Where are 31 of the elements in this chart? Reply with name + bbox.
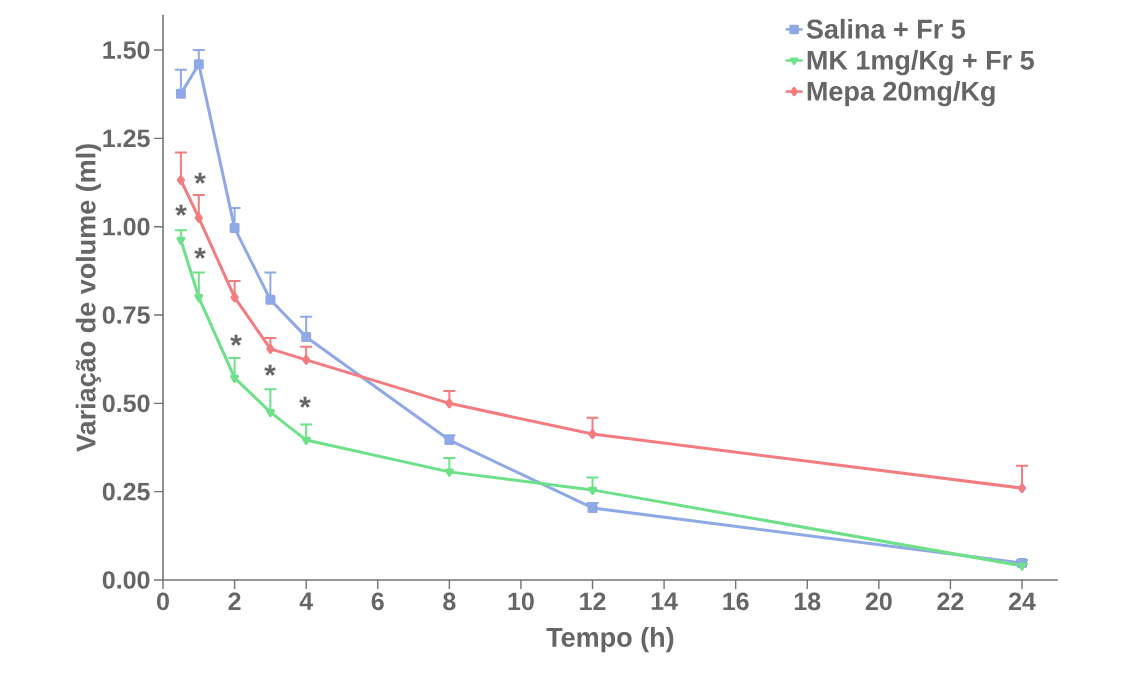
x-tick-label: 18 bbox=[794, 592, 821, 611]
legend-label: Mepa 20mg/Kg bbox=[807, 81, 995, 107]
x-tick-label: 8 bbox=[443, 592, 456, 611]
annotation: * bbox=[299, 396, 311, 408]
y-tick-label: 0.00 bbox=[102, 571, 150, 589]
x-tick-label: 12 bbox=[580, 592, 606, 610]
x-tick-label: 0 bbox=[157, 592, 169, 611]
annotation: * bbox=[194, 247, 206, 259]
x-axis-title: Tempo (h) bbox=[546, 627, 674, 653]
y-tick-label: 1.00 bbox=[103, 217, 150, 236]
y-tick-label: 1.25 bbox=[103, 129, 150, 148]
annotation: * bbox=[175, 204, 187, 216]
x-tick-label: 20 bbox=[865, 592, 892, 611]
x-tick-label: 22 bbox=[937, 592, 964, 610]
x-tick-label: 6 bbox=[371, 592, 384, 611]
annotation: * bbox=[264, 364, 276, 376]
y-tick-label: 0.50 bbox=[102, 394, 150, 413]
x-tick-label: 14 bbox=[651, 592, 678, 610]
annotation: * bbox=[230, 334, 242, 346]
annotation: * bbox=[194, 172, 206, 184]
legend-label: Salina + Fr 5 bbox=[806, 18, 965, 39]
x-tick-label: 4 bbox=[299, 592, 313, 610]
legend-label: MK 1mg/Kg + Fr 5 bbox=[807, 49, 1034, 76]
x-tick-label: 2 bbox=[228, 592, 241, 610]
x-tick-label: 24 bbox=[1008, 592, 1036, 610]
x-tick-label: 10 bbox=[508, 592, 534, 611]
y-tick-label: 0.25 bbox=[102, 482, 150, 501]
y-tick-label: 0.75 bbox=[102, 306, 150, 324]
x-tick-label: 16 bbox=[723, 592, 749, 611]
y-axis-title: Variação de volume (ml) bbox=[75, 144, 101, 452]
y-tick-label: 1.50 bbox=[103, 41, 150, 59]
